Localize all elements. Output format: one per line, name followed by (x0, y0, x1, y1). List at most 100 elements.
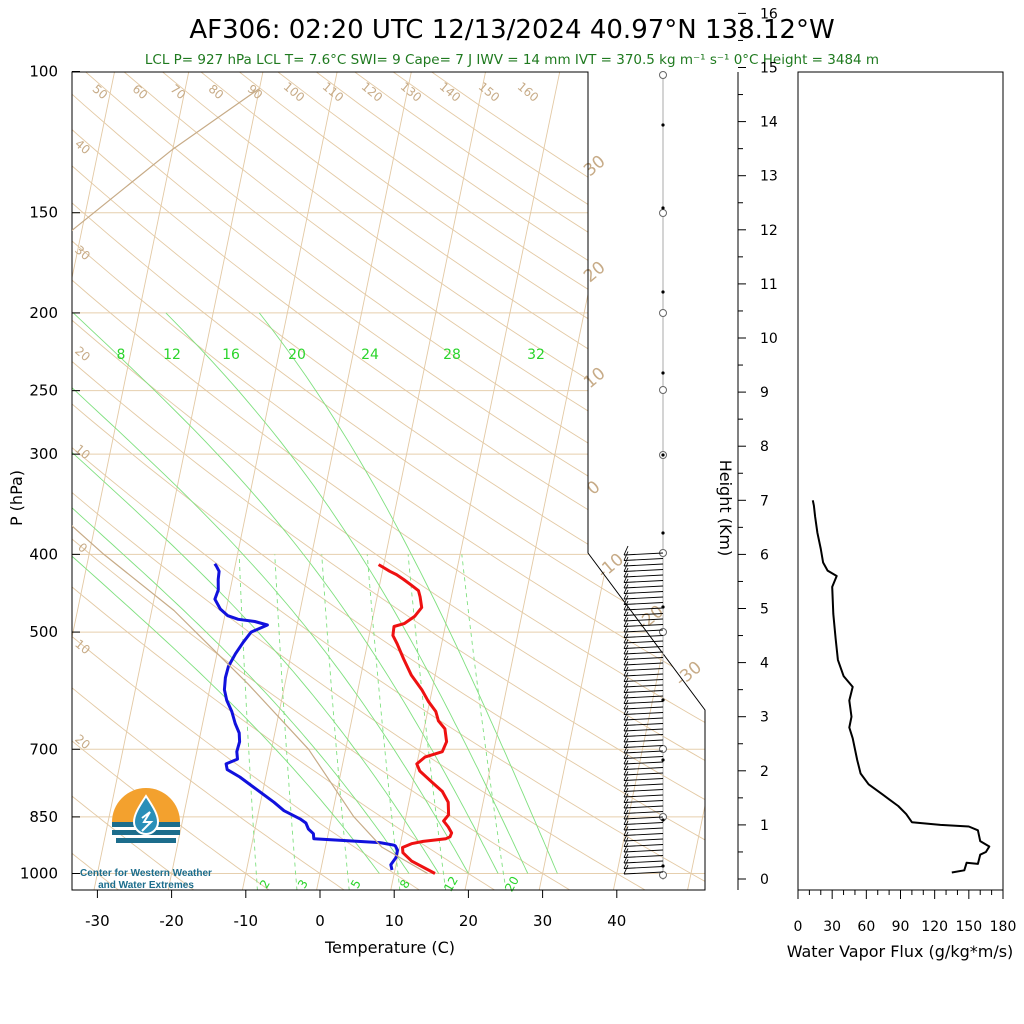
y-tick-label: 850 (29, 808, 58, 826)
wind-barb-staff (623, 767, 664, 770)
dry-adiabat (72, 72, 705, 890)
height-tick-label: 13 (760, 169, 778, 185)
y-tick-label: 400 (29, 545, 58, 563)
wind-barb-staff (623, 596, 664, 600)
wind-barb-flag (623, 694, 629, 704)
wind-dot (661, 123, 665, 127)
x-tick-label: -20 (159, 912, 184, 930)
wind-barb-staff (623, 833, 664, 836)
wind-barb-flag (623, 716, 629, 726)
wind-barb-flag (623, 826, 629, 836)
wind-barb-flag (623, 804, 629, 814)
wind-barb-staff (623, 800, 664, 803)
wind-barb-flag (623, 760, 629, 770)
temperature-line (377, 563, 454, 875)
wind-dot (661, 818, 665, 822)
mixing-ratio-line (238, 554, 258, 890)
dry-adiabat (72, 72, 705, 890)
flux-x-axis-label: Water Vapor Flux (g/kg*m/s) (787, 942, 1014, 961)
wind-barb-staff (623, 569, 664, 572)
moist-adiabat (72, 312, 469, 874)
wind-barb-staff (623, 811, 664, 814)
wind-barb-flag (623, 732, 629, 743)
calm-wind-circle (659, 628, 667, 636)
mixing-ratio-label: 12 (441, 874, 461, 894)
moist-adiabat (72, 312, 380, 874)
wind-barb-flag (623, 595, 629, 605)
isotherm-line (72, 72, 190, 890)
wind-barb-staff (623, 827, 664, 831)
mixing-ratio-line (366, 554, 401, 890)
isotherm-line (167, 72, 338, 890)
wind-barb-staff (623, 552, 664, 556)
wind-barb-staff (623, 844, 664, 847)
y-tick-label: 150 (29, 204, 58, 222)
flux-tick-label: 90 (892, 919, 910, 935)
dry-adiabat (72, 72, 421, 890)
isotherm-line (93, 72, 264, 890)
x-tick-label: -10 (234, 912, 259, 930)
wind-barb-staff (623, 712, 664, 715)
wind-barb-flag (623, 705, 629, 715)
wind-barb-flag (623, 749, 629, 759)
height-tick-label: 3 (760, 710, 769, 726)
moist-adiabat-label: 8 (117, 347, 126, 363)
wind-barb-staff (623, 624, 664, 627)
wind-barb-staff (623, 629, 664, 633)
flux-tick-label: 150 (955, 919, 982, 935)
height-tick-label: 5 (760, 602, 769, 618)
wind-barb-staff (623, 750, 664, 754)
x-tick-label: 20 (459, 912, 478, 930)
wind-barb-flag (623, 721, 629, 732)
height-tick-label: 9 (760, 385, 769, 401)
wind-barb-staff (623, 728, 664, 732)
height-tick-label: 10 (760, 331, 778, 347)
wind-barb-flag (623, 661, 629, 671)
wind-barb-flag (623, 545, 629, 556)
wind-barb-flag (623, 567, 629, 578)
wind-barbs (623, 71, 667, 880)
wind-barb-flag (623, 677, 629, 688)
wind-barb-flag (623, 787, 629, 798)
x-tick-label: -30 (85, 912, 110, 930)
wind-barb-flag (623, 842, 629, 853)
wind-dot (661, 453, 665, 457)
moist-adiabat-label: 24 (361, 347, 379, 363)
wind-barb-flag (623, 727, 629, 737)
dry-adiabat (123, 72, 705, 890)
wind-barb-staff (623, 838, 664, 842)
wind-barb-staff (623, 849, 664, 853)
mixing-ratio-label: 20 (502, 874, 522, 894)
cw3e-logo: Center for Western Weather and Water Ext… (80, 788, 212, 891)
wind-barb-flag (623, 859, 629, 869)
wind-barb-staff (623, 558, 664, 561)
chart-title: AF306: 02:20 UTC 12/13/2024 40.97°N 138.… (189, 15, 834, 45)
flux-line (811, 500, 991, 874)
wind-barb-staff (623, 717, 664, 721)
mixing-ratio-line (461, 554, 507, 890)
moist-adiabat (72, 312, 499, 874)
wind-barb-flag (623, 754, 629, 765)
wind-barb-staff (623, 723, 664, 726)
wind-barb-staff (623, 816, 664, 820)
wind-barb-staff (623, 640, 664, 644)
wind-barb-staff (623, 679, 664, 682)
wind-barb-staff (623, 613, 664, 616)
calm-wind-circle (659, 871, 667, 879)
flux-tick-label: 60 (857, 919, 875, 935)
wind-dot (661, 531, 665, 535)
wind-barb-flag (623, 578, 629, 589)
height-tick-label: 11 (760, 277, 778, 293)
dry-adiabat (72, 72, 346, 890)
wind-barb-staff (623, 635, 664, 638)
dry-adiabat (72, 72, 705, 890)
isotherm-line (390, 72, 561, 890)
isotherm-line (72, 72, 116, 890)
wind-barb-flag (623, 815, 629, 825)
wind-barb-staff (623, 618, 664, 622)
height-tick-label: 8 (760, 439, 769, 455)
dry-adiabat (72, 72, 496, 890)
